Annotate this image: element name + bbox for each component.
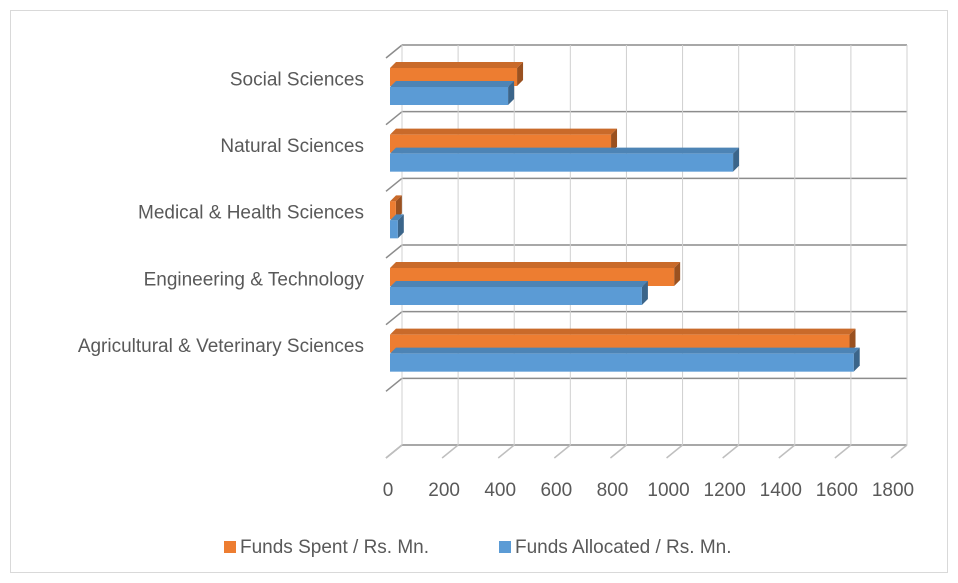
- tick-mark: [778, 444, 796, 459]
- bar-top: [390, 81, 515, 87]
- tick-mark: [441, 444, 459, 459]
- bar-side: [853, 347, 860, 372]
- legend-swatch: [224, 541, 236, 553]
- x-tick-label: 400: [484, 480, 516, 501]
- grid-line: [385, 44, 403, 59]
- bar-top: [390, 128, 618, 135]
- bar-top: [390, 195, 402, 202]
- bar-side: [733, 147, 740, 172]
- tick-mark: [609, 444, 627, 459]
- bar-top: [390, 62, 524, 68]
- tick-mark: [722, 444, 740, 459]
- x-tick-label: 1400: [760, 480, 802, 501]
- legend-label: Funds Spent / Rs. Mn.: [240, 537, 429, 558]
- grid-line: [385, 377, 403, 392]
- bar-side: [641, 281, 648, 305]
- tick-mark: [666, 444, 684, 459]
- bar-top: [390, 281, 648, 287]
- y-tick-label: Natural Sciences: [220, 136, 364, 157]
- tick-mark: [385, 444, 403, 459]
- bar: [390, 201, 396, 220]
- grid-line: [385, 244, 403, 259]
- x-tick-label: 0: [383, 480, 394, 501]
- grid-line: [385, 311, 403, 326]
- tick-mark: [553, 444, 571, 459]
- tick-mark: [497, 444, 515, 459]
- x-tick-label: 800: [597, 480, 629, 501]
- x-tick-label: 600: [540, 480, 572, 501]
- bar: [390, 153, 734, 172]
- bar-side: [611, 128, 618, 153]
- grid-line: [385, 177, 403, 192]
- legend-label: Funds Allocated / Rs. Mn.: [515, 537, 732, 558]
- x-tick-label: 1600: [816, 480, 858, 501]
- x-tick-label: 200: [428, 480, 460, 501]
- bar: [390, 287, 642, 305]
- x-tick-label: 1200: [704, 480, 746, 501]
- y-tick-label: Agricultural & Veterinary Sciences: [78, 336, 364, 357]
- x-tick-label: 1000: [647, 480, 689, 501]
- bar-top: [390, 262, 681, 268]
- bar-side: [517, 62, 524, 86]
- tick-mark: [834, 444, 852, 459]
- bar-top: [390, 214, 404, 221]
- bar-side: [674, 262, 681, 286]
- x-tick-label: 1800: [872, 480, 914, 501]
- y-tick-label: Engineering & Technology: [144, 269, 365, 290]
- bar-top: [390, 147, 740, 154]
- y-tick-label: Medical & Health Sciences: [138, 203, 364, 224]
- bar-side: [849, 328, 856, 353]
- bar: [390, 353, 854, 372]
- bar: [390, 87, 509, 105]
- y-tick-label: Social Sciences: [230, 69, 364, 90]
- grid-line: [385, 111, 403, 126]
- bar: [390, 220, 398, 239]
- bar-side: [508, 81, 515, 105]
- bar-top: [390, 328, 856, 335]
- tick-mark: [890, 444, 908, 459]
- legend-swatch: [499, 541, 511, 553]
- bar-top: [390, 347, 860, 354]
- bar-side: [395, 195, 402, 220]
- bar-side: [397, 214, 404, 239]
